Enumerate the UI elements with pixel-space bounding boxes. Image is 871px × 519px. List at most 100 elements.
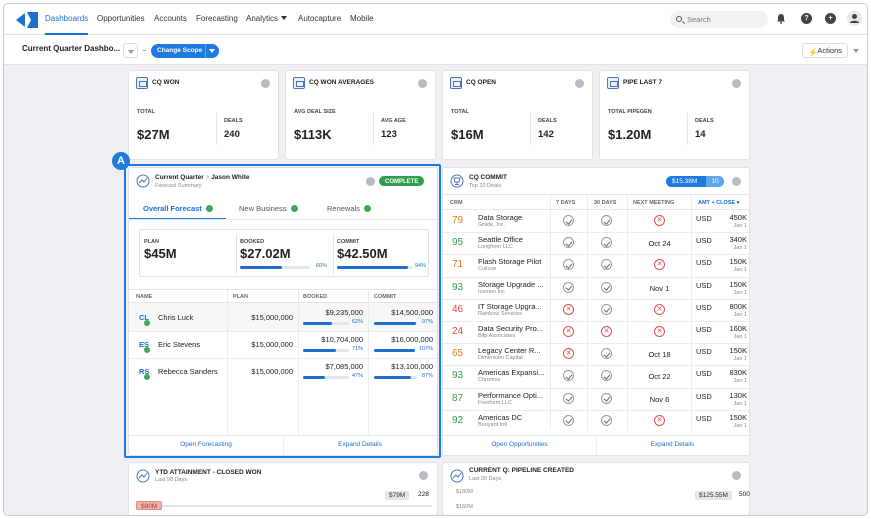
commit-total-amount: $15.38M bbox=[672, 178, 698, 185]
rep-commit: $14,500,000 bbox=[391, 308, 433, 317]
separator bbox=[143, 50, 146, 51]
kpi-title: CQ OPEN bbox=[450, 77, 496, 89]
booked-progress-bar bbox=[303, 322, 349, 325]
kpi-left-label: TOTAL bbox=[451, 109, 469, 115]
deal-name[interactable]: Americas Expansi... bbox=[478, 368, 545, 378]
search-input[interactable]: Search bbox=[670, 11, 768, 28]
app-logo-icon[interactable] bbox=[15, 10, 39, 30]
col-header-amt-close[interactable]: AMT + CLOSE ▾ bbox=[698, 200, 739, 206]
nav-analytics[interactable]: Analytics bbox=[246, 4, 288, 35]
info-icon[interactable] bbox=[419, 471, 428, 480]
thirty-day-check-icon bbox=[601, 215, 612, 226]
crm-score: 93 bbox=[452, 281, 464, 293]
trophy-icon bbox=[450, 174, 464, 188]
deal-close-date: Jan 1 bbox=[733, 267, 747, 274]
check-icon bbox=[144, 374, 150, 380]
nav-opportunities[interactable]: Opportunities bbox=[97, 14, 145, 23]
deal-company: Buoyant Intl bbox=[478, 421, 508, 428]
open-forecasting-link[interactable]: Open Forecasting bbox=[180, 441, 232, 448]
avatar: ES bbox=[139, 340, 150, 353]
ytd-count: 228 bbox=[418, 491, 429, 498]
expand-details-link[interactable]: Expand Details bbox=[338, 441, 382, 448]
kpi-left-label: AVG DEAL SIZE bbox=[294, 109, 336, 115]
ytd-attainment-card: YTD ATTAINMENT - CLOSED WON Last 90 Days… bbox=[128, 462, 438, 515]
nav-forecasting[interactable]: Forecasting bbox=[196, 14, 238, 23]
dashboard-selector[interactable]: Current Quarter Dashbo... bbox=[22, 44, 121, 53]
info-icon[interactable] bbox=[575, 79, 584, 88]
actions-dropdown-button[interactable] bbox=[849, 43, 864, 58]
next-meeting-date: Oct 22 bbox=[648, 372, 671, 382]
next-meeting-x-icon: ✕ bbox=[654, 215, 665, 226]
dashboard-dropdown-button[interactable] bbox=[123, 43, 138, 58]
info-icon[interactable] bbox=[732, 79, 741, 88]
crm-score: 46 bbox=[452, 303, 464, 315]
bell-icon[interactable] bbox=[776, 13, 786, 24]
nav-dashboards[interactable]: Dashboards bbox=[45, 4, 89, 35]
nav-mobile[interactable]: Mobile bbox=[350, 14, 374, 23]
kpi-right-label: DEALS bbox=[224, 118, 243, 124]
kpi-right-label: DEALS bbox=[695, 118, 714, 124]
pipe-tick-1: $180M bbox=[456, 489, 473, 495]
info-icon[interactable] bbox=[732, 177, 741, 186]
nav-analytics-label: Analytics bbox=[246, 14, 279, 23]
info-icon[interactable] bbox=[261, 79, 270, 88]
help-icon[interactable]: ? bbox=[801, 13, 812, 24]
change-scope-button[interactable]: Change Scope bbox=[151, 44, 219, 58]
kpi-right-label: AVG AGE bbox=[381, 118, 406, 124]
deal-amount: 800K bbox=[729, 301, 747, 311]
sort-arrow-icon: ▾ bbox=[735, 200, 740, 206]
kpi-title-text: CQ WON AVERAGES bbox=[309, 79, 375, 86]
next-meeting-x-icon: ✕ bbox=[654, 303, 665, 315]
next-meeting-x-icon: ✕ bbox=[654, 259, 665, 271]
forecast-summary-card: Current Quarter > Jason White Forecast S… bbox=[128, 167, 438, 456]
ytd-subtitle: Last 90 Days bbox=[155, 477, 188, 483]
booked-percent: 62% bbox=[351, 319, 363, 325]
divider bbox=[443, 365, 749, 367]
deal-name[interactable]: Flash Storage Pilot bbox=[478, 257, 542, 267]
info-icon[interactable] bbox=[732, 471, 741, 480]
rep-name: Eric Stevens bbox=[158, 340, 201, 349]
add-icon[interactable]: + bbox=[825, 13, 836, 24]
next-meeting-date: Oct 24 bbox=[648, 239, 671, 249]
info-icon[interactable] bbox=[418, 79, 427, 88]
progress-fill bbox=[303, 322, 332, 325]
nav-accounts[interactable]: Accounts bbox=[154, 14, 187, 23]
forecast-title: Current Quarter > Jason White bbox=[155, 174, 250, 181]
rep-booked: $7,085,000 bbox=[325, 362, 363, 371]
info-icon[interactable] bbox=[366, 177, 375, 186]
deal-name[interactable]: Performance Opti... bbox=[478, 390, 544, 400]
deal-name[interactable]: Data Security Pro... bbox=[478, 324, 544, 333]
search-icon bbox=[676, 16, 682, 22]
divider bbox=[129, 331, 437, 332]
thirty-day-check-icon bbox=[601, 237, 612, 249]
deal-name[interactable]: Americas DC bbox=[478, 412, 523, 422]
open-opportunities-link[interactable]: Open Opportunities bbox=[491, 441, 548, 448]
seven-day-check-icon bbox=[563, 281, 574, 293]
divider bbox=[443, 254, 749, 256]
col-header-7-days: 7 DAYS bbox=[556, 200, 576, 206]
kpi-card-cq-open: CQ OPEN TOTAL $16M DEALS 142 bbox=[442, 70, 593, 160]
deal-name[interactable]: Seattle Office bbox=[478, 235, 523, 245]
deal-name[interactable]: IT Storage Upgra... bbox=[478, 301, 542, 311]
selection-highlight bbox=[124, 164, 441, 458]
report-icon bbox=[293, 77, 305, 89]
deal-name[interactable]: Storage Upgrade ... bbox=[478, 279, 544, 289]
booked-label: BOOKED bbox=[240, 239, 265, 245]
actions-button[interactable]: ⚡ Actions bbox=[802, 43, 848, 58]
tab-new-business[interactable]: New Business bbox=[239, 204, 298, 213]
thirty-day-check-icon bbox=[601, 348, 612, 360]
dashboard-toolbar: Current Quarter Dashbo... Change Scope ⚡… bbox=[4, 35, 867, 65]
tab-renewals[interactable]: Renewals bbox=[327, 204, 371, 213]
divider bbox=[129, 302, 437, 303]
tab-overall-forecast[interactable]: Overall Forecast bbox=[143, 204, 213, 213]
nav-autocapture[interactable]: Autocapture bbox=[298, 14, 342, 23]
avatar[interactable] bbox=[847, 11, 862, 26]
progress-fill bbox=[303, 349, 336, 352]
deal-amount: 150K bbox=[729, 279, 747, 289]
deal-name[interactable]: Legacy Center R... bbox=[478, 346, 541, 356]
deal-currency: USD bbox=[696, 214, 712, 223]
expand-details-link[interactable]: Expand Details bbox=[650, 441, 695, 448]
deal-name[interactable]: Data Storage bbox=[478, 213, 523, 222]
deal-currency: USD bbox=[696, 280, 712, 290]
deal-company: Chromos bbox=[478, 377, 501, 384]
